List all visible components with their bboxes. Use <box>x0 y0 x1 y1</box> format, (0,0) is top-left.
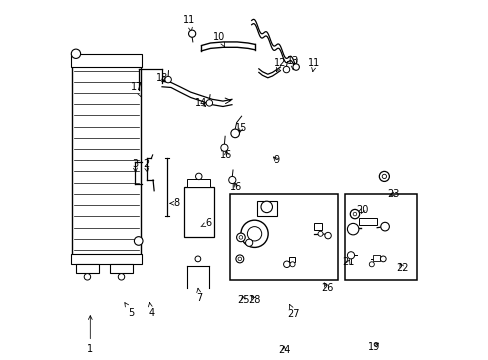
Text: 3: 3 <box>132 159 138 172</box>
Circle shape <box>346 252 354 259</box>
Text: 27: 27 <box>287 305 300 319</box>
Circle shape <box>71 49 81 58</box>
Text: 8: 8 <box>170 198 179 208</box>
Circle shape <box>228 176 235 184</box>
Text: 16: 16 <box>220 150 232 160</box>
Bar <box>71 54 142 67</box>
Text: 5: 5 <box>124 303 134 318</box>
Circle shape <box>317 231 323 236</box>
Circle shape <box>188 30 195 37</box>
Text: 21: 21 <box>342 257 354 267</box>
Circle shape <box>289 262 294 267</box>
Bar <box>230 194 337 280</box>
Circle shape <box>84 274 90 280</box>
Text: 10: 10 <box>213 32 225 46</box>
Text: 1: 1 <box>87 316 93 354</box>
Bar <box>183 187 214 237</box>
Bar <box>71 253 142 264</box>
Circle shape <box>349 210 359 219</box>
Circle shape <box>247 226 261 241</box>
Text: 13: 13 <box>286 56 299 70</box>
Bar <box>72 65 140 255</box>
Circle shape <box>164 76 171 83</box>
Circle shape <box>230 129 239 138</box>
Text: 14: 14 <box>195 98 207 108</box>
Circle shape <box>379 171 388 181</box>
Circle shape <box>235 255 244 263</box>
Text: 17: 17 <box>130 82 143 97</box>
Bar <box>313 223 321 230</box>
Text: 16: 16 <box>230 182 242 192</box>
Text: 24: 24 <box>277 345 289 355</box>
Text: 11: 11 <box>307 58 320 72</box>
Bar <box>110 264 133 273</box>
Circle shape <box>283 66 289 73</box>
Bar <box>344 194 416 280</box>
Circle shape <box>239 235 242 239</box>
Circle shape <box>380 222 388 231</box>
Circle shape <box>346 224 358 235</box>
Circle shape <box>380 256 386 262</box>
Circle shape <box>283 261 289 267</box>
Circle shape <box>236 233 244 242</box>
Circle shape <box>238 257 241 261</box>
Circle shape <box>206 100 212 106</box>
Text: 28: 28 <box>247 295 260 305</box>
Bar <box>76 264 99 273</box>
Text: 15: 15 <box>234 123 246 133</box>
Circle shape <box>245 239 252 246</box>
Circle shape <box>292 64 299 70</box>
Text: 25: 25 <box>237 295 249 305</box>
Bar <box>288 257 295 262</box>
Text: 6: 6 <box>201 218 211 228</box>
Text: 12: 12 <box>274 58 286 72</box>
Circle shape <box>241 220 267 247</box>
Text: 18: 18 <box>156 73 168 83</box>
Circle shape <box>195 256 201 262</box>
Text: 22: 22 <box>395 263 407 273</box>
Circle shape <box>134 237 142 245</box>
Text: 20: 20 <box>356 206 368 216</box>
Text: 4: 4 <box>148 303 154 318</box>
Circle shape <box>261 201 272 213</box>
Text: 26: 26 <box>320 283 332 293</box>
Circle shape <box>382 174 386 179</box>
Bar <box>359 218 376 225</box>
Text: 23: 23 <box>386 189 399 199</box>
Circle shape <box>324 232 330 239</box>
Bar <box>372 255 379 261</box>
Circle shape <box>368 262 373 267</box>
Bar <box>187 179 210 187</box>
Text: 7: 7 <box>196 288 203 303</box>
Bar <box>257 201 276 216</box>
Text: 9: 9 <box>273 155 279 165</box>
Circle shape <box>195 173 202 180</box>
Circle shape <box>221 144 227 151</box>
Text: 2: 2 <box>142 159 149 172</box>
Circle shape <box>118 274 124 280</box>
Circle shape <box>352 212 356 216</box>
Text: 11: 11 <box>183 15 195 31</box>
Text: 19: 19 <box>366 342 379 352</box>
